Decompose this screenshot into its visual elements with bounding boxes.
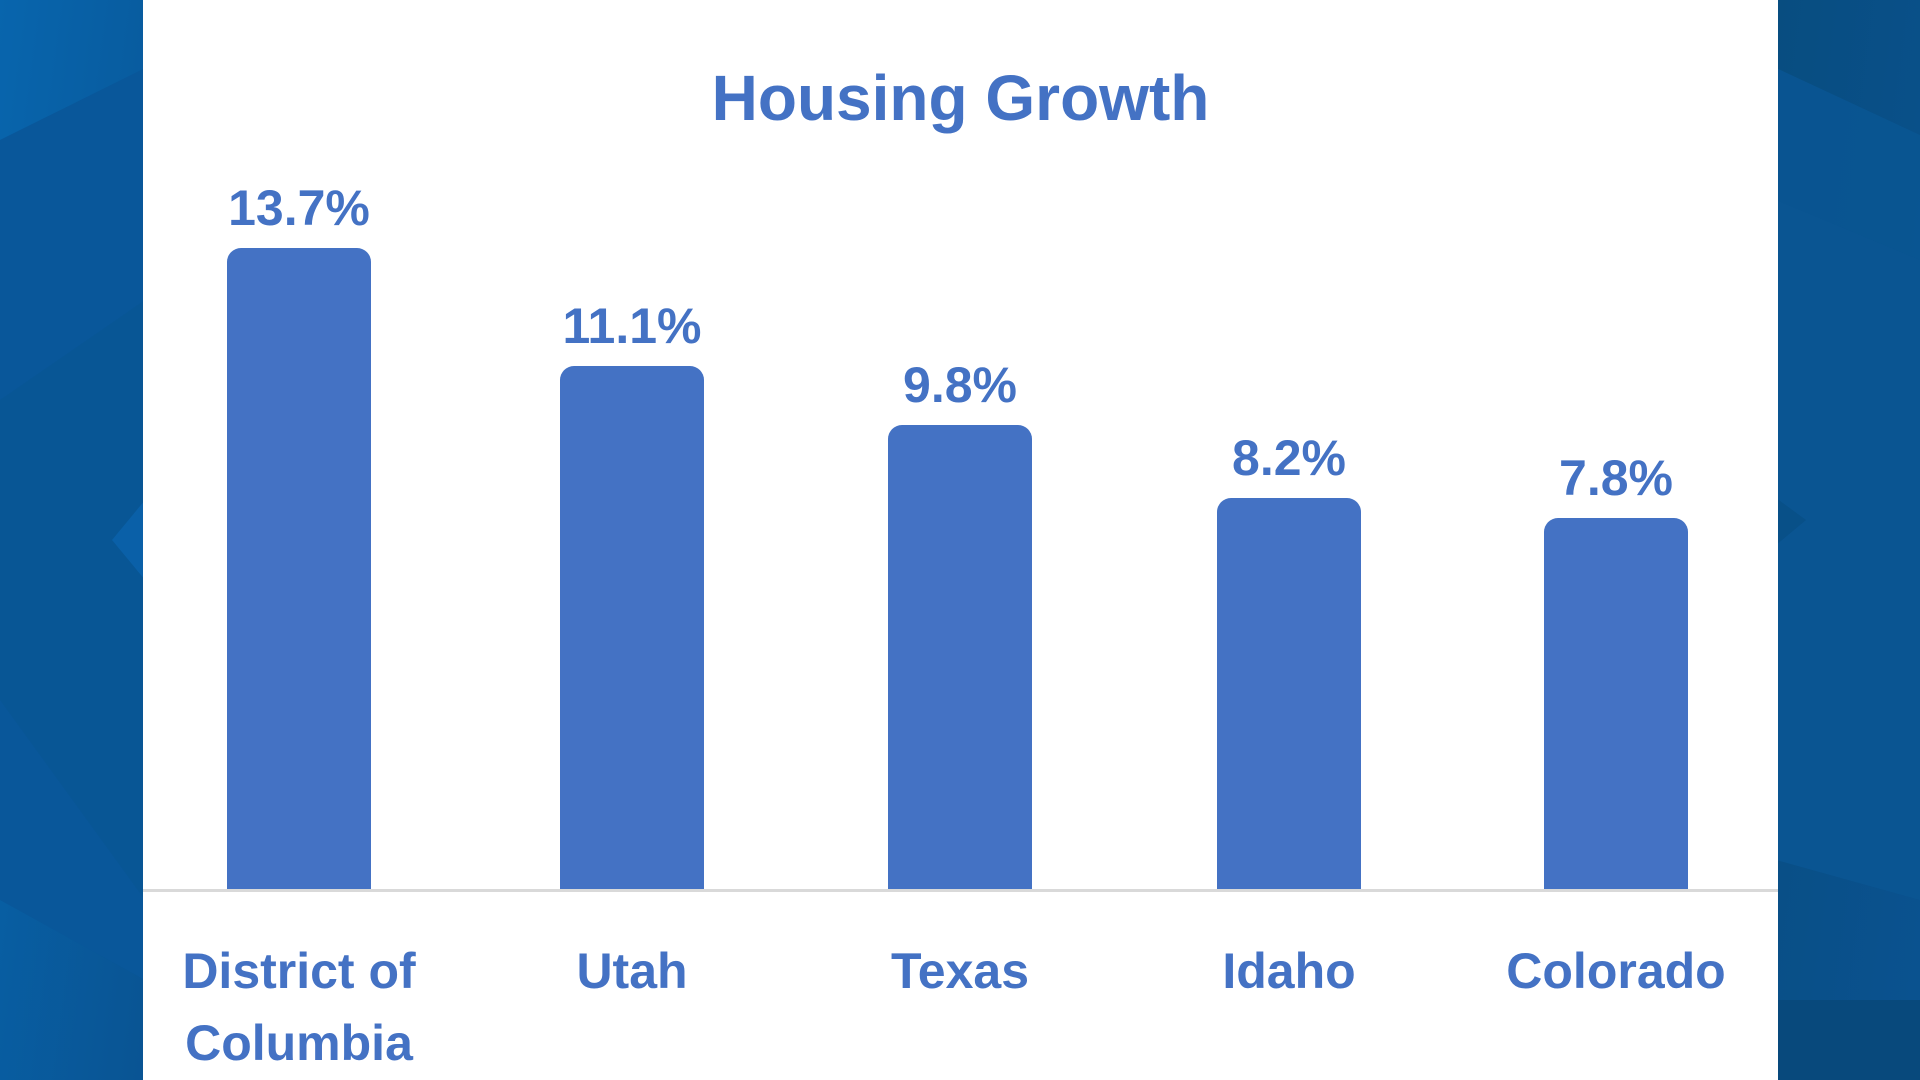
category-label: Texas [890,943,1030,999]
data-label: 8.2% [1232,430,1346,486]
bar-group-utah: 11.1% Utah [482,0,782,1080]
data-label: 11.1% [562,298,702,354]
bar-utah [560,366,704,890]
plot-area: 13.7% District of Columbia 11.1% Utah 9.… [143,0,1778,1080]
data-label: 7.8% [1559,450,1673,506]
bar-idaho [1217,498,1361,890]
bar-group-colorado: 7.8% Colorado [1466,0,1766,1080]
category-label: Idaho [1222,943,1356,999]
category-label: Colorado [1506,943,1726,999]
bar-colorado [1544,518,1688,890]
bar-group-district-of-columbia: 13.7% District of Columbia [149,0,449,1080]
bar-district-of-columbia [227,248,371,890]
bar-group-idaho: 8.2% Idaho [1139,0,1439,1080]
data-label: 13.7% [228,180,370,236]
chart-title: Housing Growth [711,62,1210,134]
data-label: 9.8% [903,357,1017,413]
x-axis-line [143,889,1778,892]
category-label: District of Columbia [182,943,416,1071]
bar-group-texas: 9.8% Texas [810,0,1110,1080]
chart-panel: Housing Growth 13.7% District of Columbi… [143,0,1778,1080]
bar-texas [888,425,1032,890]
category-label: Utah [576,943,688,999]
